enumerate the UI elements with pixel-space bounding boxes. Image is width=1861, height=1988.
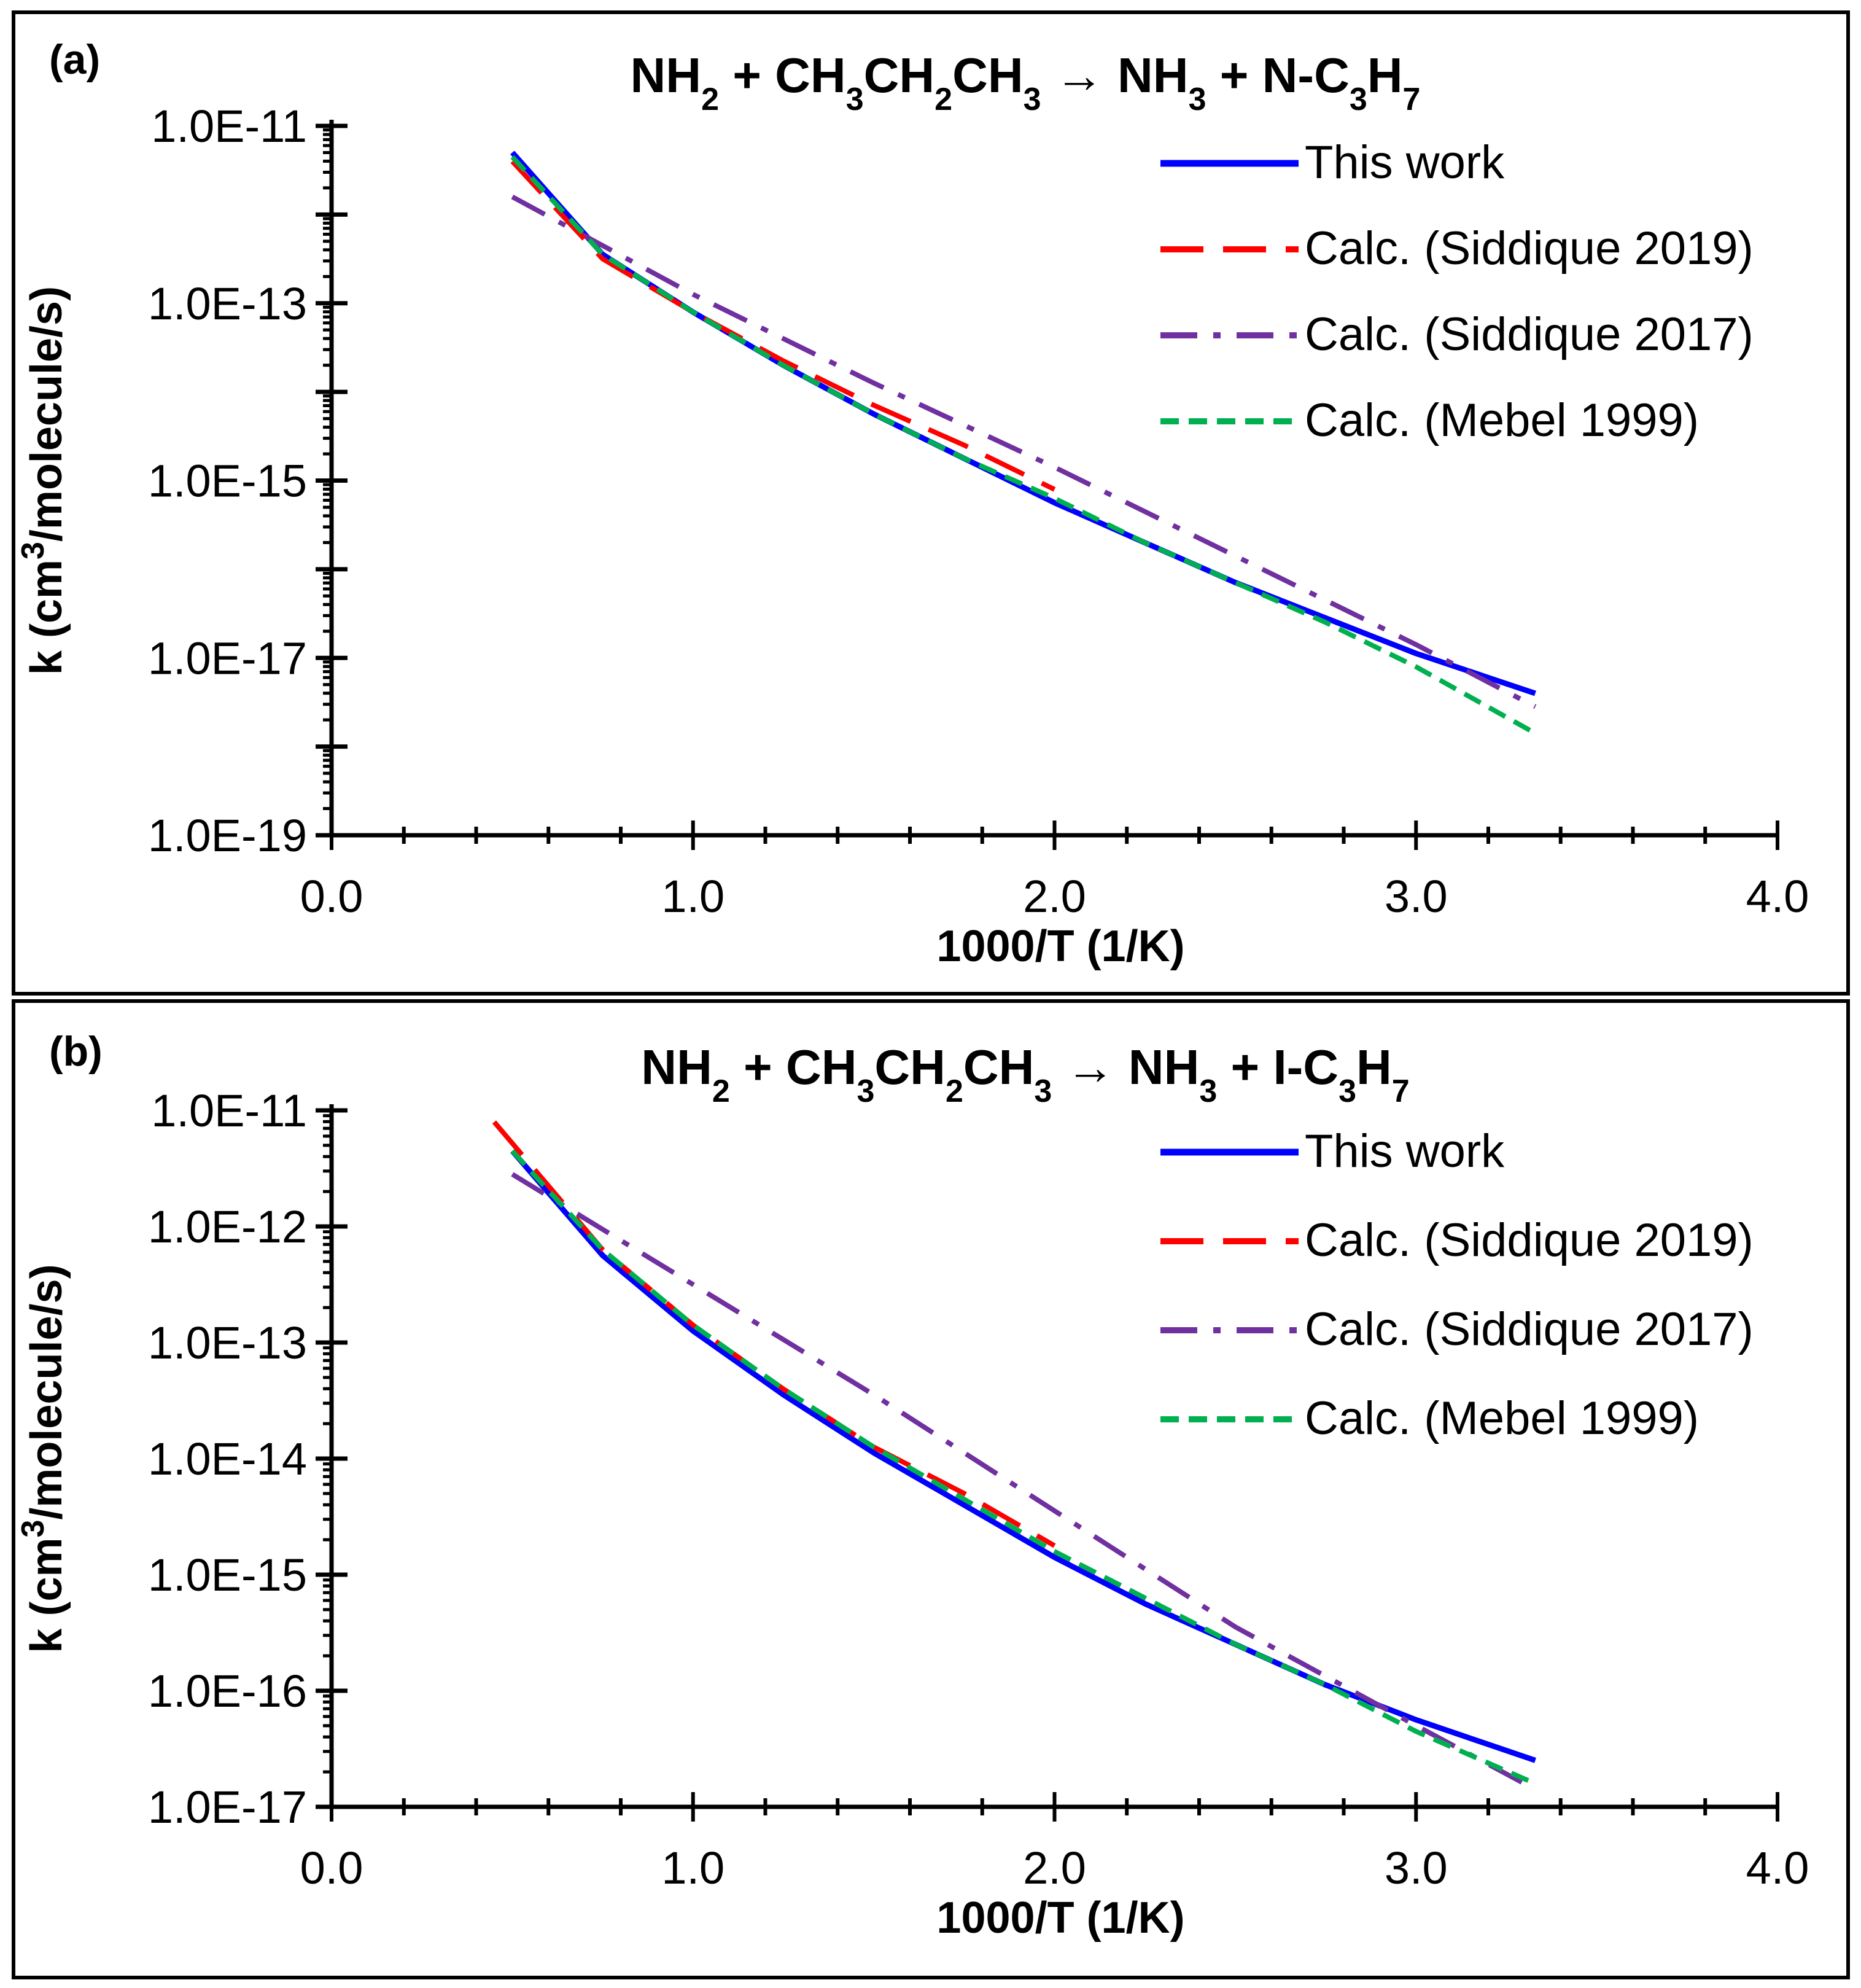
title-segment: NH <box>641 1040 712 1094</box>
y-tick-label: 1.0E-13 <box>148 1317 307 1368</box>
y-tick-label: 1.0E-13 <box>148 278 307 329</box>
panel-label: (b) <box>49 1028 103 1075</box>
legend-entry: This work <box>1305 1125 1505 1177</box>
title-segment: + CH <box>730 1040 857 1094</box>
y-tick-label: 1.0E-19 <box>148 810 307 861</box>
legend-entry: Calc. (Mebel 1999) <box>1305 1392 1699 1444</box>
series-line-calc-siddique-2019 <box>510 160 1056 492</box>
title-segment: 2 <box>934 82 952 117</box>
ylabel-segment: /molecule/s) <box>22 1264 71 1519</box>
x-tick-label: 4.0 <box>1746 1842 1809 1893</box>
x-tick-label: 0.0 <box>300 871 363 922</box>
x-tick-label: 0.0 <box>300 1842 363 1893</box>
chart-title: NH2 + CH3CH2CH3 → NH3 + I-C3H7 <box>641 1040 1409 1109</box>
title-segment: H <box>1356 1040 1392 1094</box>
legend-entry: Calc. (Siddique 2019) <box>1305 222 1754 275</box>
panel-frame <box>12 999 1850 1979</box>
y-axis-title: k (cm3/molecule/s) <box>15 1264 71 1653</box>
title-segment: 7 <box>1392 1074 1410 1109</box>
legend-entry: Calc. (Mebel 1999) <box>1305 394 1699 446</box>
title-segment: 3 <box>1024 82 1041 117</box>
title-segment: 3 <box>846 82 864 117</box>
y-axis-title: k (cm3/molecule/s) <box>15 286 71 675</box>
y-tick-label: 1.0E-11 <box>151 101 307 152</box>
title-segment: 3 <box>1189 82 1206 117</box>
title-segment: 3 <box>1199 1074 1217 1109</box>
x-axis-title: 1000/T (1/K) <box>936 922 1184 971</box>
ylabel-segment: k (cm <box>22 1537 71 1653</box>
ylabel-segment: k (cm <box>22 559 71 675</box>
panel-label: (a) <box>49 36 100 83</box>
x-tick-label: 1.0 <box>661 1842 725 1893</box>
title-segment: + I-C <box>1217 1040 1338 1094</box>
legend-entry: Calc. (Siddique 2017) <box>1305 308 1754 361</box>
title-segment: → NH <box>1052 1040 1199 1094</box>
title-segment: CH <box>864 48 935 103</box>
y-tick-label: 1.0E-14 <box>148 1433 307 1484</box>
title-segment: CH <box>963 1040 1035 1094</box>
title-segment: 3 <box>1034 1074 1052 1109</box>
series-line-calc-mebel-1999 <box>510 1149 1537 1786</box>
y-tick-label: 1.0E-15 <box>148 456 307 507</box>
x-tick-label: 4.0 <box>1746 871 1809 922</box>
title-segment: 2 <box>712 1074 730 1109</box>
title-segment: 7 <box>1403 82 1421 117</box>
y-tick-label: 1.0E-17 <box>148 633 307 684</box>
panel-frame <box>12 10 1850 996</box>
y-tick-label: 1.0E-17 <box>148 1782 307 1833</box>
x-tick-label: 2.0 <box>1023 1842 1086 1893</box>
legend-entry: Calc. (Siddique 2019) <box>1305 1214 1754 1266</box>
title-segment: 3 <box>857 1074 874 1109</box>
title-segment: NH <box>631 48 702 103</box>
title-segment: 3 <box>1338 1074 1356 1109</box>
title-segment: 3 <box>1350 82 1367 117</box>
title-segment: + CH <box>719 48 846 103</box>
title-segment: + N-C <box>1206 48 1349 103</box>
x-tick-label: 1.0 <box>661 871 725 922</box>
title-segment: 2 <box>946 1074 963 1109</box>
y-tick-label: 1.0E-11 <box>151 1085 307 1136</box>
title-segment: 2 <box>701 82 719 117</box>
series-line-calc-siddique-2019 <box>492 1120 1056 1548</box>
x-axis-title: 1000/T (1/K) <box>936 1893 1184 1943</box>
ylabel-segment: /molecule/s) <box>22 286 71 542</box>
y-tick-label: 1.0E-16 <box>148 1666 307 1717</box>
legend-entry: This work <box>1305 136 1505 189</box>
legend-entry: Calc. (Siddique 2017) <box>1305 1303 1754 1355</box>
title-segment: → NH <box>1041 48 1189 103</box>
y-tick-label: 1.0E-12 <box>148 1201 307 1252</box>
title-segment: CH <box>874 1040 946 1094</box>
title-segment: H <box>1367 48 1403 103</box>
series-line-calc-siddique-2017 <box>511 194 1537 709</box>
title-segment: CH <box>952 48 1024 103</box>
chart-title: NH2 + CH3CH2CH3 → NH3 + N-C3H7 <box>631 48 1421 117</box>
x-tick-label: 2.0 <box>1023 871 1086 922</box>
ylabel-segment: 3 <box>15 542 51 559</box>
x-tick-label: 3.0 <box>1385 1842 1448 1893</box>
x-tick-label: 3.0 <box>1385 871 1448 922</box>
y-tick-label: 1.0E-15 <box>148 1549 307 1600</box>
ylabel-segment: 3 <box>15 1520 51 1538</box>
series-line-calc-siddique-2017 <box>511 1172 1537 1792</box>
series-line-calc-mebel-1999 <box>510 155 1537 736</box>
